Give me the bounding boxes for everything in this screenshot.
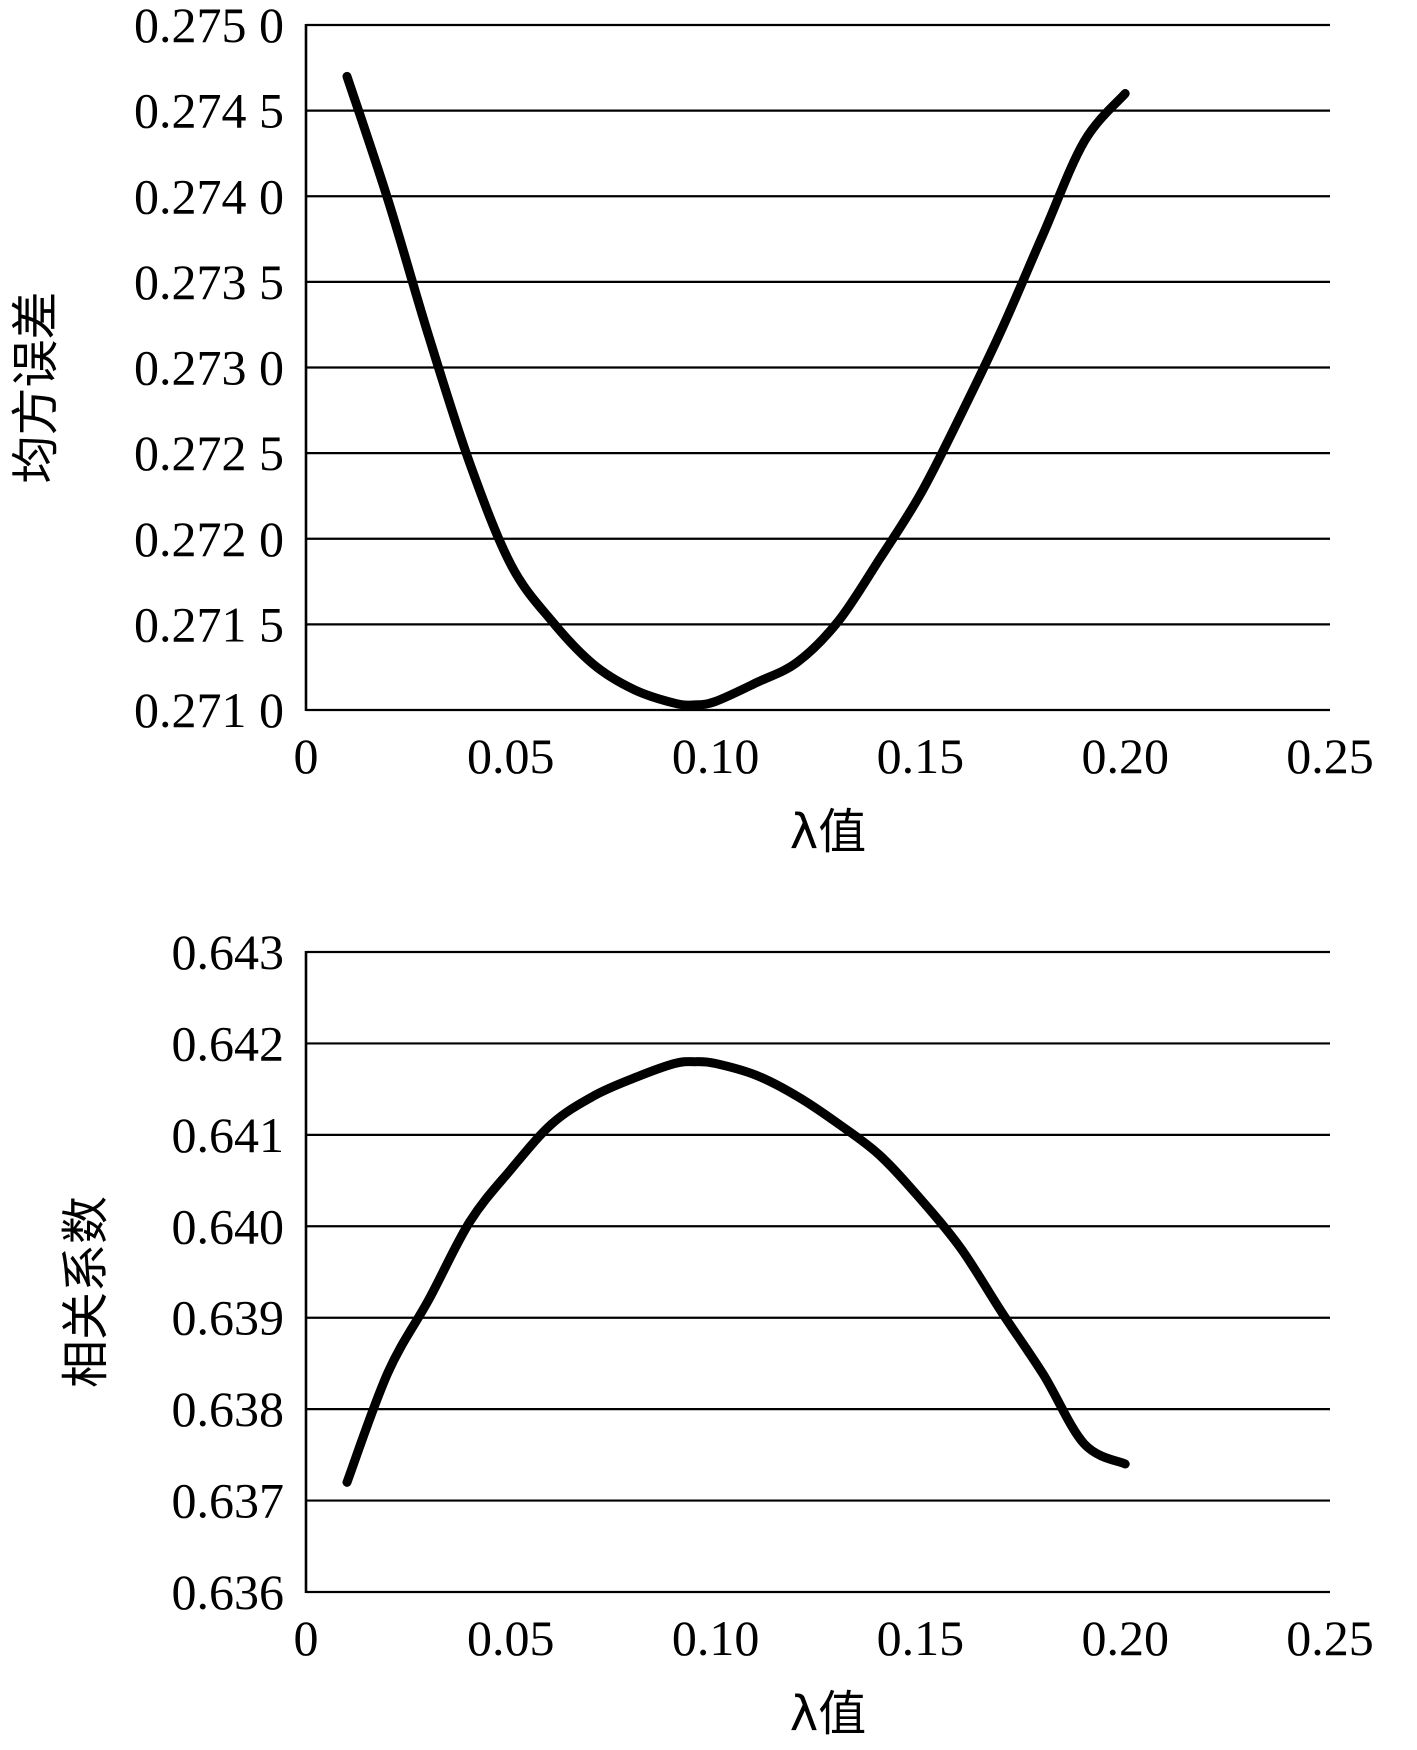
y-tick-label: 0.273 5 (134, 254, 284, 310)
y-tick-label: 0.638 (172, 1381, 285, 1437)
x-axis-title: λ值 (790, 1686, 866, 1742)
y-tick-label: 0.274 5 (134, 83, 284, 139)
y-tick-label: 0.642 (172, 1015, 285, 1071)
y-tick-label: 0.273 0 (134, 340, 284, 396)
x-tick-label: 0.25 (1286, 728, 1374, 784)
x-tick-label: 0.05 (467, 728, 555, 784)
y-tick-label: 0.271 0 (134, 682, 284, 738)
y-tick-label: 0.641 (172, 1107, 285, 1163)
y-tick-label: 0.639 (172, 1290, 285, 1346)
y-tick-label: 0.640 (172, 1198, 285, 1254)
x-tick-label: 0.20 (1081, 1610, 1169, 1666)
series-line (342, 1057, 1130, 1487)
series-line (342, 71, 1130, 710)
y-tick-label: 0.637 (172, 1473, 285, 1529)
x-tick-label: 0.15 (877, 1610, 965, 1666)
y-tick-label: 0.275 0 (134, 0, 284, 53)
x-tick-label: 0 (294, 1610, 319, 1666)
x-tick-label: 0.20 (1081, 728, 1169, 784)
mse-line-chart: 0.271 0 0.271 5 0.272 0 0.272 5 0.273 0 0.273… (8, 0, 1374, 860)
x-tick-label: 0.05 (467, 1610, 555, 1666)
x-tick-label: 0.10 (672, 1610, 760, 1666)
y-tick-label: 0.274 0 (134, 168, 284, 224)
y-tick-label: 0.272 5 (134, 425, 284, 481)
x-tick-label: 0.25 (1286, 1610, 1374, 1666)
x-tick-label: 0.10 (672, 728, 760, 784)
y-axis-title: 均方误差 (8, 291, 64, 483)
x-axis-title: λ值 (790, 804, 866, 860)
y-axis-title: 相关系数 (58, 1196, 114, 1388)
correlation-line-chart: 0.636 0.637 0.638 0.639 0.640 0.641 0.642 0.643… (58, 924, 1374, 1742)
y-tick-label: 0.272 0 (134, 511, 284, 567)
y-tick-label: 0.271 5 (134, 596, 284, 652)
x-tick-label: 0.15 (877, 728, 965, 784)
y-tick-label: 0.636 (172, 1564, 285, 1620)
y-tick-label: 0.643 (172, 924, 285, 980)
x-tick-label: 0 (294, 728, 319, 784)
